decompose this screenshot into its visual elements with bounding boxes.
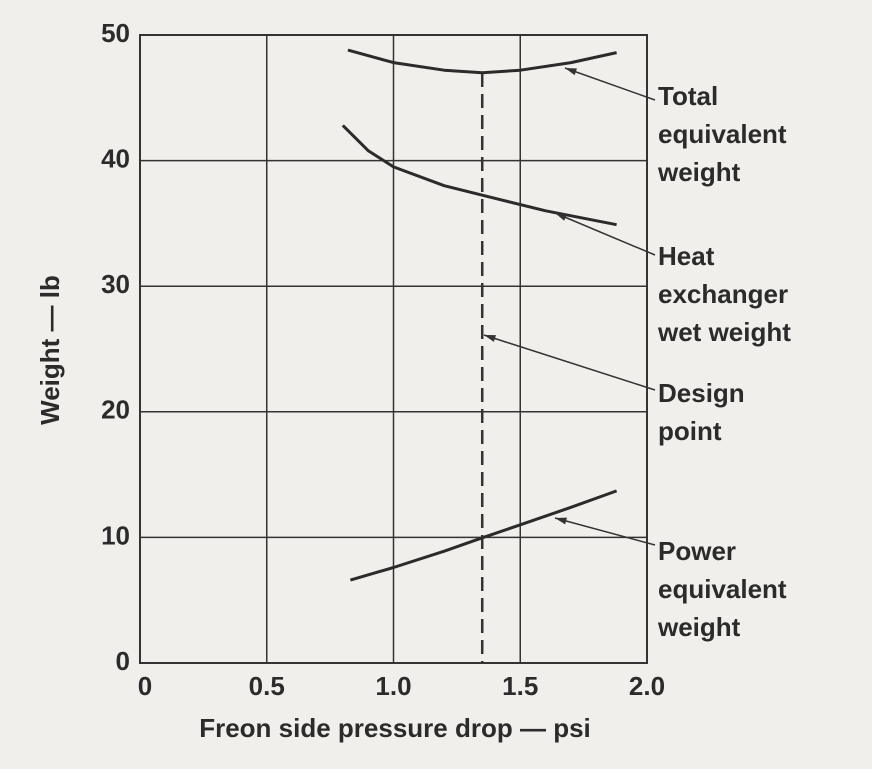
arrow-head <box>565 68 577 76</box>
x-tick-label: 1.0 <box>375 671 411 701</box>
annotation-text: equivalent <box>658 119 787 149</box>
arrow-head <box>555 213 567 221</box>
y-tick-label: 40 <box>101 143 130 173</box>
x-tick-label: 0.5 <box>249 671 285 701</box>
annotation-text: Total <box>658 81 718 111</box>
x-tick-label: 2.0 <box>629 671 665 701</box>
line-series <box>349 489 618 582</box>
annotation-text: equivalent <box>658 574 787 604</box>
y-tick-label: 20 <box>101 395 130 425</box>
y-tick-label: 10 <box>101 520 130 550</box>
annotation-arrow <box>564 67 656 101</box>
x-tick-label: 1.5 <box>502 671 538 701</box>
annotation-text: point <box>658 416 722 446</box>
annotation-text: exchanger <box>658 279 788 309</box>
plot-frame <box>139 34 648 664</box>
y-axis-label: Weight — lb <box>35 275 65 425</box>
annotation-text: wet weight <box>657 317 791 347</box>
y-tick-label: 0 <box>116 646 130 676</box>
x-axis-label: Freon side pressure drop — psi <box>199 713 591 743</box>
arrow-head <box>555 517 567 525</box>
y-tick-label: 30 <box>101 269 130 299</box>
annotation-text: Power <box>658 536 736 566</box>
annotation-text: Design <box>658 378 745 408</box>
line-series <box>341 124 617 227</box>
annotation-text: weight <box>657 157 741 187</box>
annotation-text: weight <box>657 612 741 642</box>
annotation-arrow <box>554 212 656 256</box>
annotation-arrow <box>554 517 656 546</box>
annotation-text: Heat <box>658 241 715 271</box>
line-series <box>347 48 617 75</box>
y-tick-label: 50 <box>101 18 130 48</box>
annotation-arrow <box>483 334 656 391</box>
arrow-head <box>484 335 496 342</box>
x-tick-label: 0 <box>138 671 152 701</box>
